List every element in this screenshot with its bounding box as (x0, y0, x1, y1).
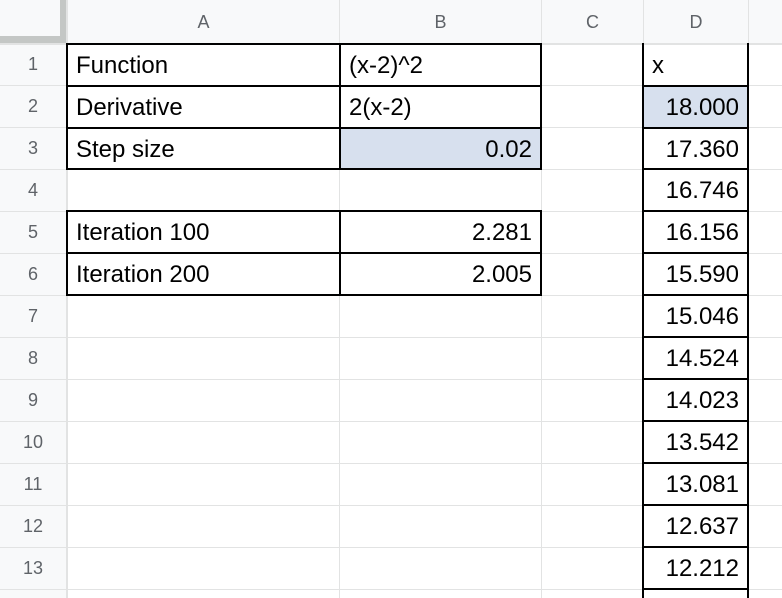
row-header-11[interactable]: 11 (23, 474, 43, 494)
row-header-bar (0, 0, 67, 598)
cell-a6[interactable]: Iteration 200 (76, 261, 210, 288)
corner-divider-vertical (60, 0, 68, 44)
border (642, 252, 749, 254)
border (67, 294, 542, 296)
cell-d13[interactable]: 12.212 (665, 555, 739, 582)
column-header-bar (0, 0, 782, 44)
cell-d7[interactable]: 15.046 (665, 303, 739, 330)
border (642, 294, 749, 296)
cell-d5[interactable]: 16.156 (665, 219, 739, 246)
cell-a5[interactable]: Iteration 100 (76, 219, 210, 246)
border (339, 210, 341, 296)
border (67, 127, 542, 129)
border (642, 85, 749, 87)
border (642, 378, 749, 380)
border (66, 43, 68, 170)
border (642, 588, 749, 590)
cell-d10[interactable]: 13.542 (665, 429, 739, 456)
column-header-b[interactable]: B (434, 11, 447, 32)
cell-b3[interactable]: 0.02 (485, 136, 532, 163)
cell-d4[interactable]: 16.746 (665, 177, 739, 204)
border (642, 462, 749, 464)
corner-divider-horizontal (0, 36, 68, 44)
cell-d11[interactable]: 13.081 (665, 471, 739, 498)
border (642, 420, 749, 422)
border (67, 85, 542, 87)
border (540, 210, 542, 296)
border (67, 168, 542, 170)
cell-b3-highlight (340, 128, 541, 169)
row-header-8[interactable]: 8 (27, 348, 38, 368)
cell-a2[interactable]: Derivative (76, 94, 183, 121)
border (747, 43, 749, 598)
row-header-5[interactable]: 5 (27, 222, 38, 242)
cell-b2[interactable]: 2(x-2) (349, 94, 412, 121)
row-header-6[interactable]: 6 (27, 264, 38, 284)
border (642, 546, 749, 548)
border (67, 252, 542, 254)
cell-d2[interactable]: 18.000 (665, 94, 739, 121)
row-header-12[interactable]: 12 (22, 516, 44, 536)
column-header-c[interactable]: C (586, 11, 599, 32)
column-header-d[interactable]: D (689, 11, 703, 32)
row-header-9[interactable]: 9 (27, 390, 38, 410)
cell-d3[interactable]: 17.360 (665, 136, 739, 163)
cell-d2-highlight (643, 86, 748, 127)
cell-b5[interactable]: 2.281 (471, 219, 532, 246)
row-header-7[interactable]: 7 (27, 306, 38, 326)
border (642, 43, 644, 598)
border (67, 210, 542, 212)
border (642, 168, 749, 170)
border (642, 336, 749, 338)
row-header-4[interactable]: 4 (27, 180, 38, 200)
border (540, 43, 542, 170)
cell-b6[interactable]: 2.005 (471, 261, 532, 288)
row-header-13[interactable]: 13 (22, 558, 44, 578)
column-header-a[interactable]: A (197, 11, 210, 32)
border (339, 43, 341, 170)
cell-a1[interactable]: Function (76, 52, 169, 79)
cell-d9[interactable]: 14.023 (665, 387, 739, 414)
cell-d12[interactable]: 12.637 (665, 513, 739, 540)
row-header-10[interactable]: 10 (22, 432, 44, 452)
cell-d6[interactable]: 15.590 (665, 261, 739, 288)
cell-a3[interactable]: Step size (76, 136, 175, 163)
cell-d8[interactable]: 14.524 (665, 345, 739, 372)
cell-d1[interactable]: x (652, 52, 664, 79)
border (642, 210, 749, 212)
border (66, 210, 68, 296)
border (67, 43, 542, 45)
border (642, 504, 749, 506)
cell-b1[interactable]: (x-2)^2 (349, 52, 423, 79)
row-header-3[interactable]: 3 (27, 138, 38, 158)
border (642, 127, 749, 129)
row-header-2[interactable]: 2 (27, 96, 38, 116)
row-header-1[interactable]: 1 (27, 54, 38, 74)
